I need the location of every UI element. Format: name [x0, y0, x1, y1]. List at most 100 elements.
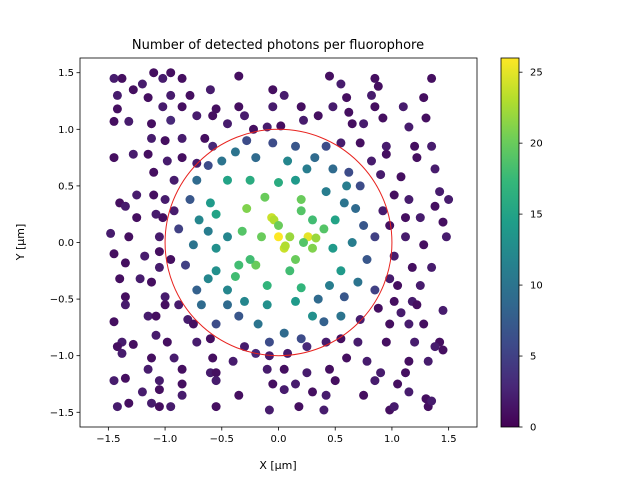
scatter-point [223, 285, 232, 295]
scatter-point [120, 258, 130, 268]
scatter-point [373, 303, 383, 313]
scatter-point [260, 192, 270, 202]
scatter-point [211, 402, 221, 412]
plot-frame [79, 57, 478, 428]
scatter-point [251, 153, 261, 163]
scatter-point [336, 138, 346, 148]
scatter-point [407, 262, 417, 272]
x-tick-label: −0.5 [210, 434, 234, 445]
scatter-point [347, 238, 357, 247]
scatter-point [342, 181, 352, 191]
scatter-point [132, 190, 142, 200]
scatter-point [370, 73, 380, 83]
scatter-point [166, 402, 176, 412]
scatter-point [203, 161, 213, 170]
scatter-point [264, 405, 274, 415]
scatter-point [237, 226, 247, 236]
scatter-point [362, 255, 372, 264]
scatter-point [370, 102, 380, 112]
scatter-point [177, 364, 187, 374]
scatter-point [283, 348, 293, 358]
scatter-point [109, 249, 119, 259]
scatter-point [154, 376, 164, 386]
scatter-point [347, 119, 357, 129]
scatter-point [438, 345, 448, 355]
scatter-point [185, 90, 195, 100]
y-tick-label: 1.5 [58, 68, 74, 79]
scatter-point [128, 339, 138, 349]
scatter-point [149, 167, 159, 177]
scatter-point [158, 102, 168, 112]
scatter-point [302, 164, 312, 174]
scatter-point [435, 187, 445, 197]
scatter-point [378, 206, 388, 216]
scatter-point [240, 111, 249, 121]
scatter-point [143, 93, 153, 103]
scatter-point [112, 90, 122, 100]
unit-circle [164, 128, 393, 357]
scatter-point [112, 402, 122, 412]
scatter-point [389, 190, 399, 200]
scatter-point [294, 402, 304, 412]
scatter-point [296, 334, 306, 344]
y-tick-label: 0.5 [58, 181, 74, 192]
scatter-point [355, 315, 365, 324]
scatter-point [135, 274, 145, 284]
scatter-point [359, 221, 369, 230]
scatter-point [370, 285, 380, 295]
scatter-point [321, 390, 331, 400]
scatter-point [188, 319, 198, 329]
scatter-point [137, 79, 147, 89]
scatter-point [154, 232, 164, 242]
scatter-point [328, 164, 338, 174]
scatter-point [415, 281, 425, 290]
scatter-point [385, 221, 395, 230]
scatter-point [205, 334, 215, 344]
scatter-point [177, 153, 187, 163]
scatter-point [149, 190, 159, 200]
scatter-point [393, 379, 403, 389]
scatter-point [299, 115, 308, 125]
scatter-point [370, 376, 380, 386]
scatter-point [242, 204, 252, 213]
scatter-point [223, 119, 232, 129]
scatter-point [419, 93, 429, 103]
scatter-point [404, 356, 414, 366]
scatter-point [211, 243, 221, 253]
scatter-point [181, 260, 190, 270]
scatter-point [321, 187, 331, 197]
scatter-point [430, 164, 440, 174]
scatter-point [319, 317, 329, 327]
scatter-point [160, 136, 170, 146]
scatter-point [205, 85, 215, 95]
scatter-point [192, 285, 202, 295]
scatter-point [262, 281, 272, 290]
scatter-point [308, 311, 317, 321]
scatter-point [162, 156, 172, 166]
scatter-point [205, 198, 215, 208]
x-tick-label: 1.0 [384, 434, 400, 445]
scatter-point [160, 300, 170, 310]
scatter-point [140, 251, 150, 261]
colorbar-tick-label: 0 [530, 423, 536, 434]
scatter-point [280, 241, 290, 251]
scatter-point [192, 175, 202, 185]
scatter-point [251, 260, 261, 270]
scatter-point [427, 262, 437, 272]
y-axis-title: Y [μm] [14, 224, 27, 262]
scatter-point [177, 379, 187, 389]
colorbar: 0 5 10 15 20 25 [500, 57, 543, 434]
scatter-point [211, 104, 221, 114]
scatter-point [410, 337, 420, 347]
scatter-point [109, 376, 119, 386]
scatter-point [166, 90, 176, 100]
scatter-point [128, 85, 138, 95]
scatter-point [299, 238, 308, 247]
scatter-point [147, 133, 156, 143]
scatter-point [223, 175, 232, 185]
scatter-point [109, 116, 119, 126]
scatter-point [109, 317, 119, 327]
scatter-point [242, 136, 252, 146]
scatter-point [351, 204, 361, 213]
y-tick-label: 1.0 [58, 125, 74, 136]
